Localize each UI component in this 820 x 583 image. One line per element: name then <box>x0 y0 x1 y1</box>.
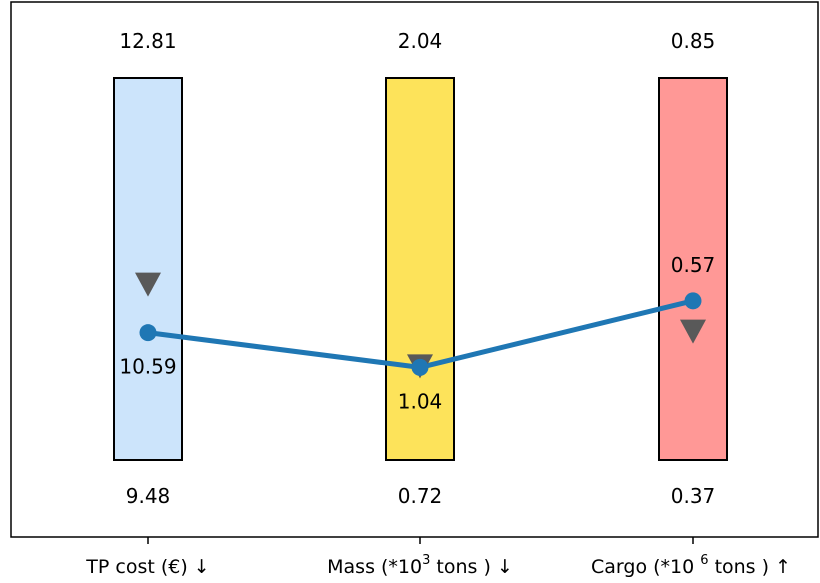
value-label-tp-cost: 10.59 <box>119 355 176 379</box>
max-label-mass: 2.04 <box>398 29 443 53</box>
min-label-tp-cost: 9.48 <box>126 484 171 508</box>
target-marker-tp-cost <box>135 272 161 297</box>
min-label-mass: 0.72 <box>398 484 443 508</box>
target-marker-cargo <box>680 319 706 344</box>
chart-marks: 12.81 9.48 2.04 0.72 0.85 0.37 10.59 1.04 0.57 <box>113 29 728 544</box>
range-bar-tp-cost <box>113 77 183 461</box>
value-label-mass: 1.04 <box>398 389 443 413</box>
value-label-cargo: 0.57 <box>671 253 716 277</box>
max-label-tp-cost: 12.81 <box>119 29 176 53</box>
max-label-cargo: 0.85 <box>671 29 716 53</box>
range-bar-cargo <box>658 77 728 461</box>
range-bar-mass <box>385 77 455 461</box>
value-point-tp-cost <box>139 324 157 342</box>
x-tick-label-mass: Mass (*103 tons ) ↓ <box>327 553 513 578</box>
value-point-cargo <box>684 292 702 310</box>
min-label-cargo: 0.37 <box>671 484 716 508</box>
x-tick-label-cargo: Cargo (*10 6 tons ) ↑ <box>591 553 791 578</box>
value-point-mass <box>411 358 429 376</box>
x-tick-label-tp-cost: TP cost (€) ↓ <box>85 556 209 578</box>
